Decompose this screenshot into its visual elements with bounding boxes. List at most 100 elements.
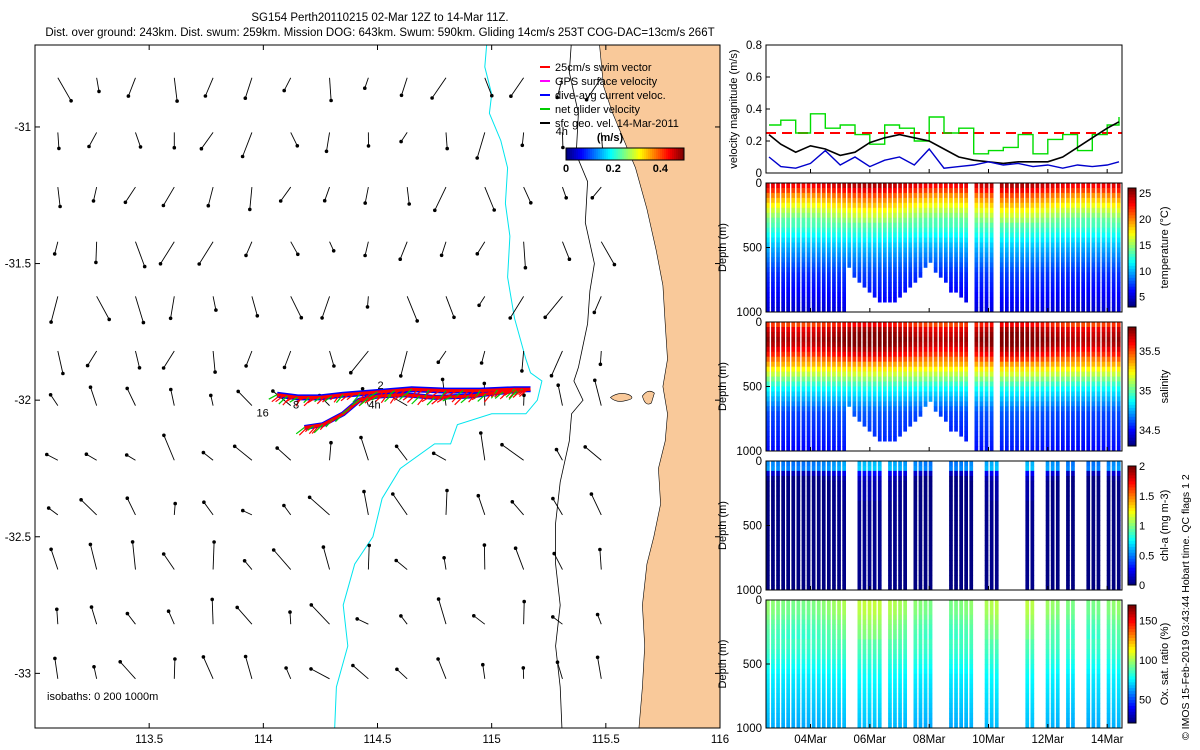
- geo-vector-head: [299, 315, 304, 320]
- profile-cell: [974, 361, 979, 368]
- profile-cell: [877, 267, 882, 273]
- swim-vector-tick: [468, 394, 475, 403]
- profile-cell: [954, 500, 958, 507]
- profile-cell: [989, 346, 994, 353]
- profile-cell: [1076, 212, 1080, 219]
- profile-cell: [1071, 436, 1075, 442]
- profile-cell: [1076, 287, 1080, 293]
- profile-cell: [766, 262, 770, 268]
- colorbar-cell: [600, 148, 603, 160]
- profile-cell: [903, 267, 907, 273]
- profile-cell: [994, 505, 999, 512]
- profile-cell: [989, 446, 994, 452]
- profile-cell: [1030, 247, 1035, 253]
- track-label: 8: [293, 399, 299, 411]
- profile-cell: [827, 520, 831, 526]
- profile-cell: [806, 212, 811, 219]
- profile-cell: [801, 257, 806, 263]
- profile-cell: [1086, 331, 1091, 338]
- profile-cell: [1015, 346, 1019, 353]
- geo-vector-head: [399, 614, 403, 618]
- profile-cell: [1061, 336, 1065, 343]
- profile-cell: [923, 331, 928, 338]
- profile-cell: [771, 550, 775, 556]
- geo-vector-head: [309, 603, 314, 607]
- profile-cell: [801, 212, 806, 219]
- profile-cell: [816, 475, 821, 482]
- profile-cell: [1061, 183, 1065, 189]
- profile-cell: [796, 515, 801, 521]
- profile-cell: [771, 292, 775, 298]
- profile-cell: [1076, 262, 1080, 268]
- profile-cell: [1066, 341, 1070, 348]
- profile-cell: [872, 381, 877, 387]
- profile-cell: [888, 212, 892, 219]
- profile-cell: [801, 421, 806, 427]
- profile-cell: [959, 217, 963, 224]
- profile-cell: [974, 371, 979, 377]
- profile-cell: [964, 431, 968, 437]
- profile-cell: [923, 520, 928, 526]
- profile-cell: [821, 406, 826, 412]
- profile-cell: [1106, 371, 1111, 377]
- profile-colorbar-tick-label: 15: [1139, 240, 1151, 252]
- profile-cell: [776, 510, 780, 516]
- profile-cell: [1020, 282, 1024, 288]
- profile-cell: [1055, 421, 1060, 427]
- profile-cell: [1005, 416, 1009, 422]
- profile-cell: [842, 267, 846, 273]
- colorbar-cell: [682, 148, 685, 160]
- profile-cell: [791, 570, 796, 576]
- profile-cell: [1020, 411, 1024, 417]
- profile-cell: [852, 207, 857, 214]
- profile-cell: [837, 202, 841, 209]
- profile-cell: [1106, 426, 1111, 432]
- profile-cell: [938, 217, 943, 224]
- profile-cell: [766, 183, 770, 189]
- profile-cell: [954, 426, 958, 432]
- profile-cell: [1101, 292, 1106, 298]
- profile-cell: [1106, 197, 1111, 204]
- profile-cell: [964, 480, 968, 487]
- profile-cell: [877, 416, 882, 422]
- profile-cell: [1116, 232, 1121, 238]
- profile-cell: [1015, 262, 1019, 268]
- profile-cell: [1101, 227, 1106, 234]
- profile-cell: [827, 267, 831, 273]
- profile-cell: [1025, 371, 1030, 377]
- profile-cell: [827, 212, 831, 219]
- profile-cell: [1066, 426, 1070, 432]
- profile-cell: [842, 272, 846, 278]
- profile-cell: [928, 575, 933, 581]
- profile-cell: [1081, 356, 1085, 363]
- geo-vector-head: [399, 374, 403, 378]
- profile-cell: [852, 202, 857, 209]
- profile-cell: [1025, 346, 1030, 353]
- profile-cell: [862, 416, 867, 422]
- profile-cell: [837, 416, 841, 422]
- profile-cell: [857, 207, 862, 214]
- profile-cell: [938, 341, 943, 348]
- profile-colorbar-cell: [1128, 193, 1136, 198]
- profile-cell: [827, 500, 831, 507]
- geo-vector-head: [173, 657, 177, 661]
- profile-cell: [766, 327, 770, 333]
- profile-cell: [1020, 188, 1024, 194]
- geo-vector-arrow: [212, 350, 216, 373]
- profile-cell: [816, 222, 821, 229]
- profile-cell: [862, 361, 867, 368]
- profile-cell: [877, 327, 882, 333]
- profile-cell: [796, 336, 801, 343]
- profile-cell: [944, 406, 948, 412]
- profile-cell: [1101, 287, 1106, 293]
- profile-cell: [877, 480, 882, 487]
- profile-cell: [959, 277, 963, 283]
- profile-cell: [806, 485, 811, 492]
- profile-cell: [908, 232, 913, 238]
- profile-cell: [816, 545, 821, 551]
- profile-cell: [867, 515, 872, 521]
- profile-cell: [791, 282, 796, 288]
- profile-cell: [796, 411, 801, 417]
- profile-cell: [872, 272, 877, 278]
- profile-cell: [811, 545, 816, 551]
